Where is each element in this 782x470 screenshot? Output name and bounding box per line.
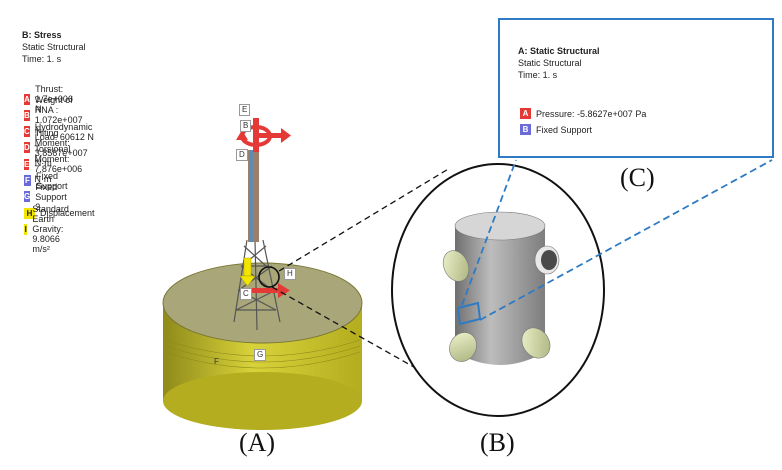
legend-item: D Tilting Moment: 3.8567e+007 N·m bbox=[24, 128, 93, 168]
legend-item: A Thrust: 1.7e+006 N bbox=[24, 84, 78, 114]
legend-badge: D bbox=[24, 142, 30, 154]
detail-circle-a bbox=[258, 266, 280, 288]
callout-time: Time: 1. s bbox=[518, 70, 558, 80]
legend-item: I Standard Earth Gravity: 9.8066 m/s² bbox=[24, 204, 77, 254]
legend-badge: B bbox=[24, 109, 30, 121]
tag-b: B bbox=[240, 120, 252, 132]
callout-line-right bbox=[479, 159, 773, 321]
result-title: B: Stress bbox=[22, 30, 62, 40]
legend-item: C Hydrodynamic Load: 60612 N bbox=[24, 121, 98, 142]
time-label: Time: 1. s bbox=[22, 54, 62, 64]
tag-c: C bbox=[240, 288, 252, 300]
callout-legend-label: Fixed Support bbox=[536, 124, 593, 135]
legend-label: Torsional Moment: 7.876e+006 N·m bbox=[34, 144, 83, 185]
legend-label: Standard Earth Gravity: 9.8066 m/s² bbox=[32, 204, 69, 255]
callout-legend-label: Pressure: -5.8627e+007 Pa bbox=[536, 108, 647, 119]
zoom-line-top bbox=[278, 167, 451, 272]
node-detail bbox=[442, 211, 560, 365]
legend-badge: E bbox=[24, 158, 30, 170]
callout-legend-badge: B bbox=[520, 124, 531, 135]
legend-item: F Fixed Support bbox=[24, 170, 72, 191]
callout-panel: A: Static Structural Static Structural T… bbox=[498, 18, 774, 158]
callout-legend-item: A Pressure: -5.8627e+007 Pa bbox=[520, 108, 646, 119]
legend-label: Tilting Moment: 3.8567e+007 N·m bbox=[34, 127, 88, 168]
legend-badge: G bbox=[24, 191, 31, 203]
tag-e: E bbox=[239, 104, 251, 116]
legend-label: Hydrodynamic Load: 60612 N bbox=[34, 121, 94, 142]
callout-legend-item: B Fixed Support bbox=[520, 124, 592, 135]
tag-d: D bbox=[236, 149, 248, 161]
legend-item: E Torsional Moment: 7.876e+006 N·m bbox=[24, 144, 88, 184]
legend-badge: A bbox=[24, 93, 31, 105]
legend-item: B Weight of RNA : 1.072e+007 N bbox=[24, 95, 88, 135]
hydrodynamic-load-arrow bbox=[252, 283, 290, 298]
legend-label: Fixed Support bbox=[35, 170, 68, 191]
legend-label: Displacement bbox=[40, 208, 95, 219]
legend-label: Fixed Support 2 bbox=[35, 181, 67, 212]
rotor-moments bbox=[236, 118, 291, 152]
tower-mast bbox=[248, 150, 259, 242]
caption-b: (B) bbox=[480, 428, 515, 457]
callout-type: Static Structural bbox=[518, 58, 582, 68]
gravity-arrow bbox=[239, 257, 256, 287]
legend-badge: C bbox=[24, 126, 30, 138]
callout-legend-badge: A bbox=[520, 108, 531, 119]
legend-badge: I bbox=[24, 223, 28, 235]
legend-label: Weight of RNA : 1.072e+007 N bbox=[34, 95, 83, 136]
callout-line-left bbox=[461, 159, 517, 306]
legend-item: G Fixed Support 2 bbox=[24, 182, 72, 212]
tag-g: G bbox=[254, 349, 267, 361]
caption-c: (C) bbox=[620, 163, 655, 192]
legend-badge: F bbox=[24, 175, 31, 186]
legend-label: Thrust: 1.7e+006 N bbox=[35, 84, 73, 114]
callout-title: A: Static Structural bbox=[518, 46, 600, 56]
analysis-type: Static Structural bbox=[22, 42, 86, 52]
legend-badge: H bbox=[24, 207, 35, 219]
legend-item: H Displacement bbox=[24, 206, 95, 220]
caption-a: (A) bbox=[239, 428, 276, 457]
tag-h: H bbox=[284, 268, 296, 280]
tag-f: F bbox=[214, 357, 219, 366]
